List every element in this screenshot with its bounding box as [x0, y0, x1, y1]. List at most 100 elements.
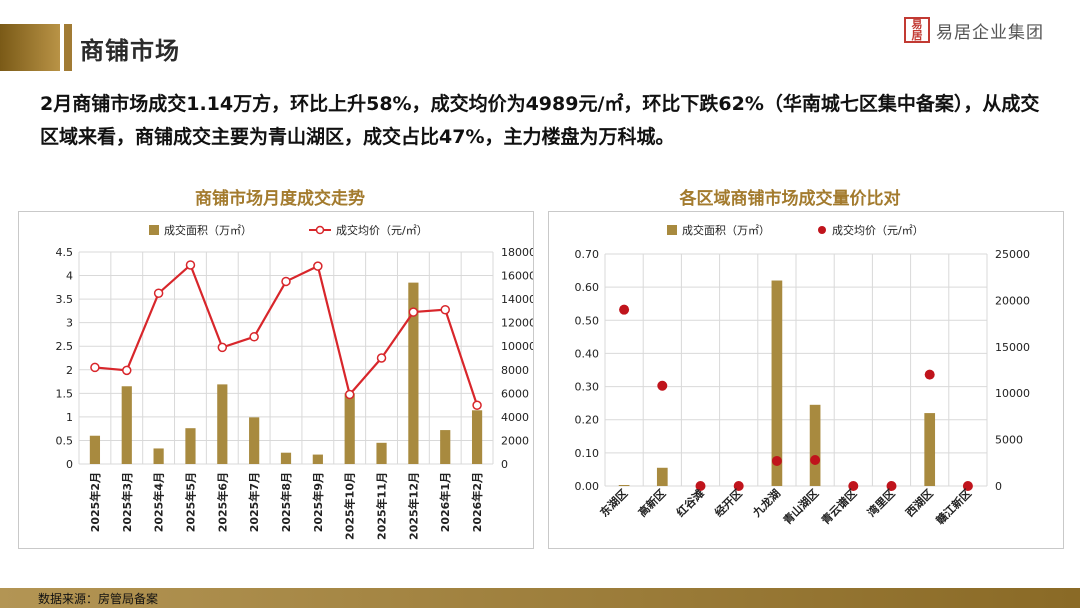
y-left-tick-label: 2	[66, 364, 73, 377]
y-left-tick-label: 3	[66, 317, 73, 330]
scatter-point	[657, 380, 668, 391]
line-point	[217, 342, 228, 353]
bar	[217, 384, 228, 464]
line-point	[90, 362, 100, 373]
scatter-point	[848, 481, 859, 491]
bar	[656, 467, 668, 486]
x-tick-label: 西湖区	[903, 486, 936, 519]
line-point	[249, 332, 259, 342]
x-tick-label: 2025年5月	[183, 472, 197, 532]
bar	[771, 280, 783, 486]
y-right-tick-label: 4000	[501, 411, 529, 424]
chart-title-monthly: 商铺市场月度成交走势	[195, 189, 365, 209]
y-left-tick-label: 0.40	[575, 347, 600, 360]
line-point	[122, 365, 132, 376]
x-tick-label: 赣江新区	[933, 486, 974, 527]
y-left-tick-label: 0.10	[575, 447, 600, 460]
y-right-tick-label: 8000	[501, 364, 529, 377]
title-decor-bar	[0, 24, 60, 71]
y-left-tick-label: 0.50	[575, 314, 600, 327]
bar	[440, 430, 451, 464]
x-tick-label: 2025年9月	[311, 472, 325, 532]
y-right-tick-label: 5000	[995, 434, 1023, 447]
x-tick-label: 2026年1月	[438, 472, 452, 532]
scatter-point	[733, 481, 744, 491]
y-left-tick-label: 0	[66, 458, 73, 471]
x-tick-label: 2025年10月	[343, 472, 357, 540]
x-tick-label: 2025年12月	[406, 472, 420, 540]
x-tick-label: 2025年8月	[279, 472, 293, 532]
scatter-point	[924, 369, 935, 380]
chart-panel-district: 0.00 0.10 0.20 0.30 0.40 0.50 0.60 0.70 0 5000 100…	[548, 211, 1064, 549]
y-right-tick-label: 15000	[995, 341, 1030, 354]
x-tick-label: 2025年6月	[215, 472, 229, 532]
x-tick-label: 经开区	[712, 486, 745, 519]
line-point	[408, 307, 419, 317]
bar	[312, 454, 323, 464]
y-left-tick-label: 2.5	[56, 340, 74, 353]
scatter-point	[771, 455, 782, 466]
line-point	[440, 304, 450, 315]
title-accent-bar	[64, 24, 72, 71]
y-right-tick-label: 14000	[501, 293, 533, 306]
x-tick-label: 九龙湖	[749, 486, 783, 520]
legend-swatch-point	[818, 226, 826, 234]
x-tick-label: 2025年2月	[88, 472, 102, 532]
bar	[153, 448, 164, 464]
chart-district-compare: 0.00 0.10 0.20 0.30 0.40 0.50 0.60 0.70 0 5000 100…	[575, 223, 1031, 527]
x-tick-label: 2025年4月	[152, 472, 166, 532]
scatter-point	[962, 481, 973, 491]
x-tick-label: 高新区	[635, 486, 668, 519]
bar	[471, 410, 483, 464]
bar	[924, 413, 936, 486]
legend-swatch-point	[315, 225, 325, 235]
y-left-tick-label: 1	[66, 411, 73, 424]
x-tick-label: 2025年3月	[120, 472, 134, 532]
chart-panel-monthly: 0 0.5 1 1.5 2 2.5 3 3.5 4 4.5 0 2000 4000 6000 8000 100…	[18, 211, 537, 549]
x-tick-label: 2025年11月	[375, 472, 389, 540]
x-tick-label: 青山湖区	[780, 486, 821, 527]
x-tick-label: 2026年2月	[470, 472, 484, 532]
logo-text: 易居企业集团	[936, 22, 1044, 43]
y-left-tick-label: 0.00	[575, 480, 600, 493]
bar	[408, 282, 419, 464]
summary-text: 2月商铺市场成交1.14万方，环比上升58%，成交均价为4989元/㎡，环比下跌…	[40, 93, 1040, 148]
chart-monthly-trend: 0 0.5 1 1.5 2 2.5 3 3.5 4 4.5 0 2000 4000 6000 8000 100…	[56, 223, 537, 540]
scatter-point	[810, 455, 821, 466]
y-right-tick-label: 0	[995, 480, 1002, 493]
bar	[121, 386, 132, 464]
page-title: 商铺市场	[80, 37, 180, 65]
y-left-tick-label: 0.20	[575, 414, 600, 427]
y-left-tick-label: 0.30	[575, 381, 600, 394]
x-tick-label: 2025年7月	[247, 472, 261, 532]
y-right-tick-label: 12000	[501, 317, 533, 330]
y-right-tick-label: 25000	[995, 248, 1030, 261]
legend-label-bar: 成交面积（万㎡）	[164, 223, 252, 237]
legend-label-line: 成交均价（元/㎡）	[336, 223, 428, 237]
y-right-tick-label: 2000	[501, 434, 529, 447]
x-tick-label: 红谷滩	[673, 486, 706, 519]
footer-bar	[0, 588, 1080, 608]
y-left-tick-label: 4	[66, 270, 73, 283]
scatter-point	[886, 481, 897, 491]
x-tick-label: 东湖区	[597, 486, 630, 519]
line-point	[313, 261, 323, 271]
bar	[618, 485, 630, 486]
y-left-tick-label: 0.60	[575, 281, 600, 294]
line-point	[472, 400, 482, 410]
logo-seal-icon: 易居	[904, 17, 930, 43]
bar	[249, 417, 260, 464]
footer-source: 数据来源：房管局备案	[38, 592, 159, 606]
legend-label-bar: 成交面积（万㎡）	[682, 223, 770, 237]
y-left-tick-label: 0.5	[56, 434, 74, 447]
chart-title-district: 各区域商铺市场成交量价比对	[679, 189, 901, 209]
line-point	[376, 353, 387, 363]
bar	[344, 393, 355, 464]
legend-label-scatter: 成交均价（元/㎡）	[832, 223, 924, 237]
y-right-tick-label: 20000	[995, 294, 1030, 307]
y-right-tick-label: 0	[501, 458, 508, 471]
y-left-tick-label: 3.5	[56, 293, 74, 306]
y-right-tick-label: 16000	[501, 270, 533, 283]
line-point	[281, 276, 291, 287]
line-point	[185, 260, 196, 270]
